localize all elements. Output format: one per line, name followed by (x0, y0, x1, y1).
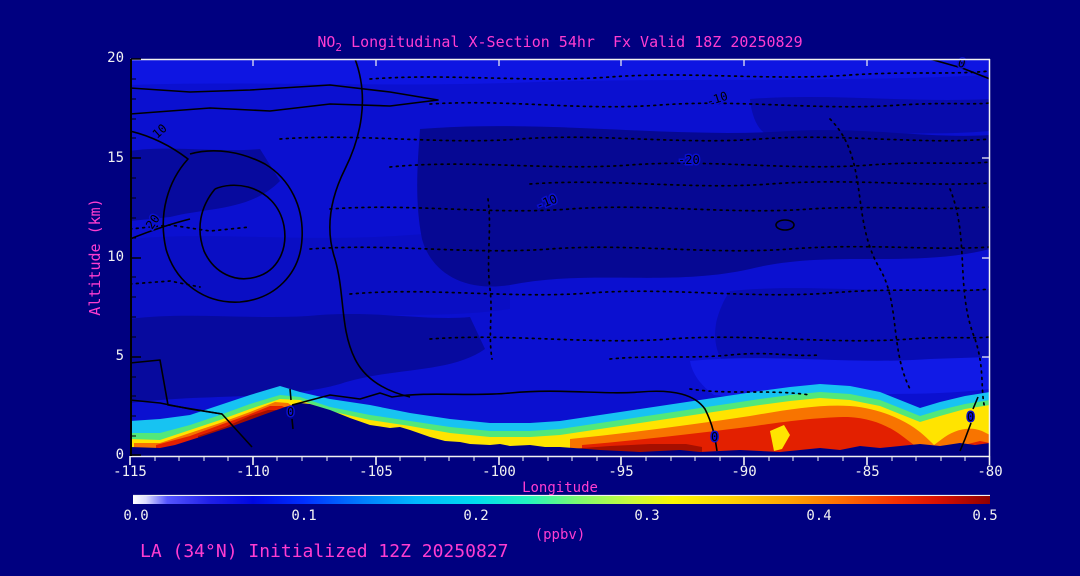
x-tick-label: -100 (482, 464, 516, 480)
chart-title: NO2 Longitudinal X-Section 54hr Fx Valid… (130, 33, 990, 54)
colorbar-tick-label: 0.1 (291, 508, 317, 524)
colorbar-gradient (133, 496, 990, 504)
y-tick-label: 15 (107, 150, 124, 166)
terrain-silhouette (130, 403, 990, 456)
contour-lines-solid (130, 59, 990, 452)
x-tick-label: -80 (977, 464, 1003, 480)
y-axis-right-ticks (982, 157, 989, 358)
colorbar-tick-label: 0.5 (972, 508, 998, 524)
x-tick-label: -90 (731, 464, 757, 480)
contour-label: -20 (678, 153, 700, 167)
contour-lines-dotted (130, 70, 990, 410)
x-axis-label: Longitude (522, 480, 598, 496)
y-tick-label: 0 (115, 447, 124, 463)
x-tick-label: -85 (854, 464, 880, 480)
colorbar-tick-label: 0.3 (634, 508, 660, 524)
contour-label: 0 (287, 405, 294, 419)
filled-contour-field (130, 59, 990, 456)
colorbar-tick-label: 0.4 (806, 508, 832, 524)
contour-label: 0 (711, 430, 718, 444)
chart-title-prefix: NO (317, 33, 336, 51)
plot-frame (130, 58, 991, 458)
x-tick-label: -115 (113, 464, 147, 480)
x-tick-label: -110 (236, 464, 270, 480)
colorbar-unit-label: (ppbv) (534, 527, 586, 543)
y-tick-label: 10 (107, 249, 124, 265)
x-tick-label: -95 (608, 464, 634, 480)
y-tick-label: 5 (115, 348, 124, 364)
chart-title-subscript: 2 (335, 41, 343, 54)
colorbar-tick-label: 0.2 (463, 508, 489, 524)
colorbar (133, 494, 990, 504)
initialization-annotation: LA (34°N) Initialized 12Z 20250827 (140, 541, 509, 562)
contour-label: 0 (967, 410, 974, 424)
x-axis-ticks (129, 60, 991, 465)
y-axis-ticks (131, 58, 141, 456)
y-tick-label: 20 (107, 50, 124, 66)
colorbar-tick-label: 0.0 (123, 508, 149, 524)
x-tick-label: -105 (359, 464, 393, 480)
chart-title-rest: Longitudinal X-Section 54hr Fx Valid 18Z… (342, 33, 803, 51)
